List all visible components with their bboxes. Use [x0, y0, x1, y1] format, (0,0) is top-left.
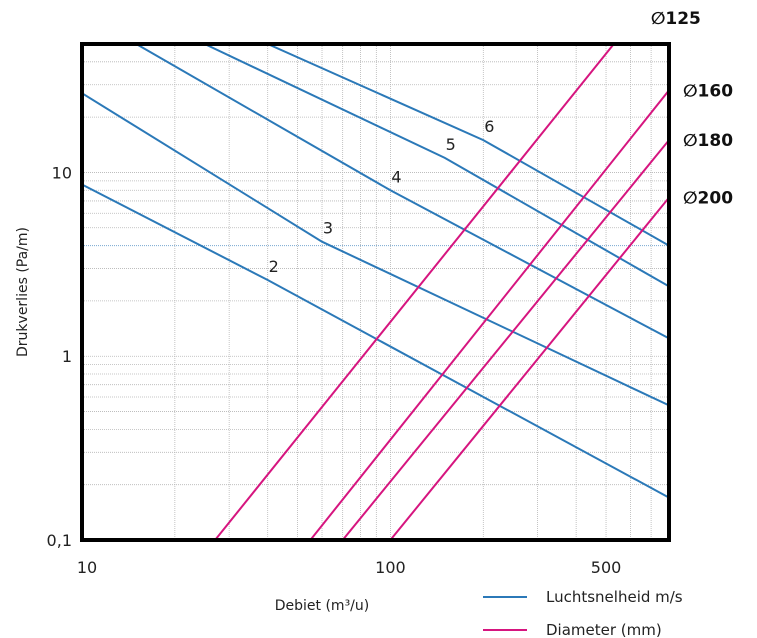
diameter-line-3: [389, 196, 669, 540]
diameter-label-0: ∅125: [651, 9, 701, 29]
diameter-line-2: [341, 139, 669, 540]
velocity-label-6: 6: [484, 117, 494, 136]
velocity-label-5: 5: [446, 135, 456, 154]
diameter-line-0: [214, 44, 615, 540]
velocity-label-2: 2: [269, 257, 279, 276]
y-axis-label: Drukverlies (Pa/m): [15, 227, 31, 357]
diameter-line-1: [309, 89, 669, 540]
velocity-label-4: 4: [391, 167, 401, 186]
velocity-line-5: [204, 44, 669, 288]
x-tick-label: 100: [375, 558, 406, 577]
y-tick-label: 0,1: [47, 531, 72, 550]
velocity-line-6: [267, 44, 669, 247]
legend-label-diameter: Diameter (mm): [546, 621, 662, 638]
diameter-label-2: ∅180: [683, 131, 733, 151]
x-axis-label: Debiet (m³/u): [275, 598, 370, 614]
x-tick-label: 10: [77, 558, 97, 577]
x-tick-label: 500: [591, 558, 622, 577]
grid: [82, 44, 669, 540]
y-tick-label: 1: [62, 347, 72, 366]
series-labels: 2 3 4 5 6 ∅125 ∅160 ∅180 ∅200: [269, 9, 734, 276]
velocity-label-3: 3: [323, 219, 333, 238]
velocity-line-2: [82, 183, 669, 499]
tick-labels: 10 100 500 0,1 1 10: [47, 163, 622, 577]
legend: Luchtsnelheid m/s Diameter (mm): [483, 588, 683, 638]
velocity-lines: [82, 44, 669, 499]
y-tick-label: 10: [52, 163, 72, 182]
legend-label-velocity: Luchtsnelheid m/s: [546, 588, 683, 606]
velocity-line-3: [82, 92, 669, 407]
velocity-line-4: [135, 44, 669, 340]
diameter-label-1: ∅160: [683, 81, 733, 101]
plot-frame: [80, 42, 671, 542]
diameter-label-3: ∅200: [683, 189, 733, 209]
diameter-lines: [214, 44, 669, 540]
